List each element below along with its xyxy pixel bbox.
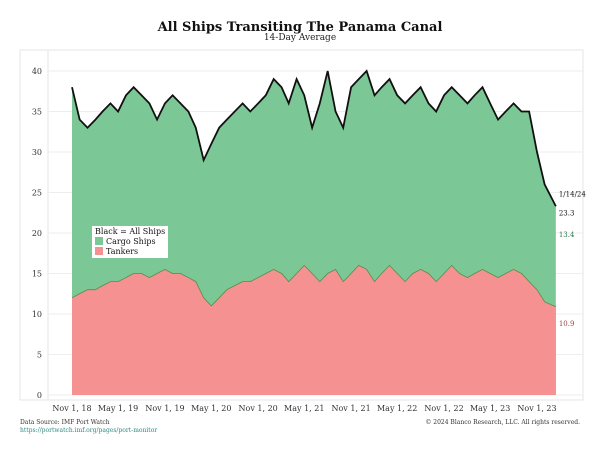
annotation-date: 1/14/24 <box>559 191 587 199</box>
y-tick-label: 20 <box>32 229 42 238</box>
annotation-cargo: 13.4 <box>559 231 575 239</box>
tankers-area <box>72 265 556 395</box>
chart-frame <box>19 49 584 401</box>
y-tick-label: 35 <box>32 108 42 117</box>
x-tick-label: Nov 1, 18 <box>52 404 91 413</box>
legend-item-cargo: Cargo Ships <box>95 237 165 247</box>
x-tick-label: Nov 1, 21 <box>331 404 370 413</box>
legend-swatch-cargo <box>95 237 103 245</box>
y-tick-label: 30 <box>32 148 42 157</box>
tankers-line <box>71 264 557 308</box>
y-tick-label: 0 <box>37 391 42 400</box>
x-tick-label: Nov 1, 19 <box>145 404 184 413</box>
source-link[interactable]: https://portwatch.imf.org/pages/port-mon… <box>20 427 158 434</box>
legend: Black = All Ships Cargo Ships Tankers <box>92 226 169 258</box>
x-tick-label: Nov 1, 23 <box>517 404 556 413</box>
x-tick-label: May 1, 21 <box>284 404 324 413</box>
chart-title: All Ships Transiting The Panama Canal <box>157 20 443 35</box>
y-tick-label: 5 <box>37 351 42 360</box>
y-tick-label: 40 <box>32 67 42 76</box>
chart-subtitle: 14-Day Average <box>263 33 337 43</box>
y-tick-label: 25 <box>32 189 42 198</box>
legend-header: Black = All Ships <box>95 227 166 236</box>
x-tick-label: May 1, 20 <box>191 404 231 413</box>
y-tick-label: 15 <box>32 270 42 279</box>
y-tick-label: 10 <box>32 310 42 319</box>
x-tick-label: Nov 1, 20 <box>239 404 278 413</box>
legend-swatch-tankers <box>95 247 103 255</box>
annotation-tankers: 10.9 <box>559 320 575 328</box>
x-tick-label: May 1, 19 <box>98 404 138 413</box>
annotation-all: 23.3 <box>559 209 575 217</box>
x-tick-label: May 1, 22 <box>377 404 417 413</box>
x-tick-label: Nov 1, 22 <box>424 404 463 413</box>
copyright: © 2024 Blanco Research, LLC. All rights … <box>425 419 580 426</box>
data-source: Data Source: IMF Port Watch https://port… <box>20 419 158 434</box>
legend-item-tankers: Tankers <box>95 247 165 257</box>
all-ships-line <box>71 69 557 207</box>
x-tick-label: May 1, 23 <box>470 404 510 413</box>
